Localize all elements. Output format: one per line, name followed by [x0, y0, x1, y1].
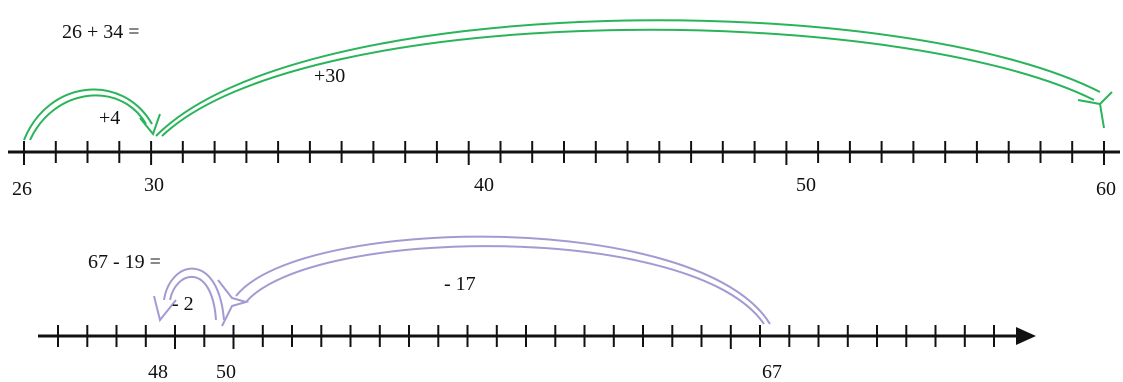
tick-label-26: 26	[12, 178, 32, 200]
number-line-1: 26 + 34 = 26 30 40 50 60 +4 +30	[8, 19, 1120, 200]
jump-label-plus-4: +4	[99, 107, 120, 129]
jump-arrow-plus-30	[155, 19, 1113, 137]
jump-label-minus-2: - 2	[172, 293, 194, 315]
tick-label-30: 30	[144, 174, 164, 196]
equation-2: 67 - 19 =	[88, 251, 161, 273]
jump-label-plus-30: +30	[314, 65, 345, 87]
jump-arrow-minus-2	[153, 267, 225, 323]
jump-label-minus-17: - 17	[444, 273, 476, 295]
jump-arrow-plus-4	[23, 88, 161, 141]
axis-2-arrowhead	[1016, 327, 1036, 345]
ticks-1	[23, 141, 1105, 165]
number-line-2: 67 - 19 = 48 50 67 - 17 - 2	[38, 235, 1036, 382]
tick-label-67: 67	[762, 361, 782, 382]
tick-label-60: 60	[1096, 178, 1116, 200]
tick-label-50: 50	[216, 361, 236, 382]
ticks-2	[57, 325, 995, 349]
tick-label-50: 50	[796, 174, 816, 196]
tick-label-40: 40	[474, 174, 494, 196]
tick-label-48: 48	[148, 361, 168, 382]
jump-arrow-minus-17	[217, 235, 771, 327]
equation-1: 26 + 34 =	[62, 21, 140, 43]
